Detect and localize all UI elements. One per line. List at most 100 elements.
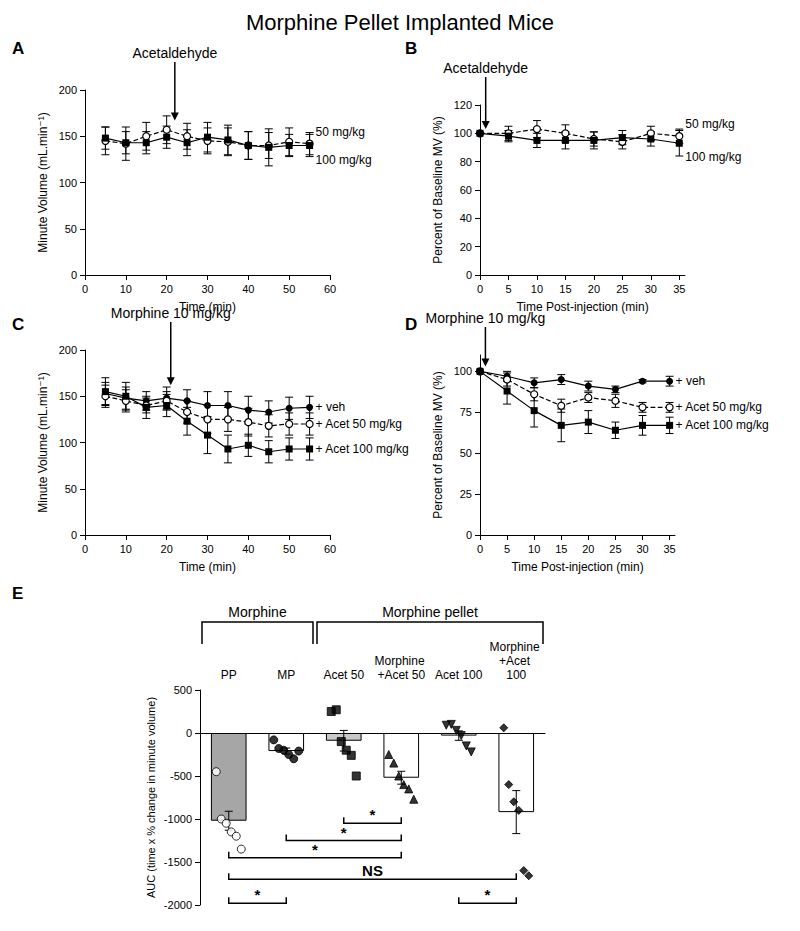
svg-text:Time Post-injection (min): Time Post-injection (min) bbox=[511, 560, 643, 574]
svg-text:Percent of Baseline MV (%): Percent of Baseline MV (%) bbox=[431, 371, 445, 518]
svg-text:Acet 50: Acet 50 bbox=[323, 668, 364, 682]
svg-text:20: 20 bbox=[161, 543, 173, 555]
svg-text:30: 30 bbox=[636, 543, 648, 555]
svg-text:30: 30 bbox=[201, 543, 213, 555]
svg-text:Acetaldehyde: Acetaldehyde bbox=[132, 45, 217, 61]
svg-text:-1000: -1000 bbox=[164, 813, 192, 825]
svg-text:50: 50 bbox=[65, 483, 77, 495]
svg-text:150: 150 bbox=[59, 390, 77, 402]
svg-text:+ Acet 100 mg/kg: + Acet 100 mg/kg bbox=[676, 418, 769, 432]
svg-text:A: A bbox=[12, 39, 24, 58]
svg-text:15: 15 bbox=[555, 543, 567, 555]
svg-text:Minute Volume (mL.min⁻¹): Minute Volume (mL.min⁻¹) bbox=[36, 112, 50, 252]
svg-text:Morphine Pellet Implanted Mice: Morphine Pellet Implanted Mice bbox=[246, 10, 554, 35]
svg-text:60: 60 bbox=[324, 283, 336, 295]
svg-text:25: 25 bbox=[616, 283, 628, 295]
svg-text:15: 15 bbox=[559, 283, 571, 295]
svg-text:PP: PP bbox=[221, 668, 237, 682]
svg-text:*: * bbox=[370, 806, 376, 823]
svg-text:50: 50 bbox=[283, 543, 295, 555]
svg-text:30: 30 bbox=[645, 283, 657, 295]
svg-text:10: 10 bbox=[531, 283, 543, 295]
svg-text:5: 5 bbox=[504, 543, 510, 555]
svg-text:25: 25 bbox=[609, 543, 621, 555]
svg-text:35: 35 bbox=[663, 543, 675, 555]
svg-text:50 mg/kg: 50 mg/kg bbox=[685, 117, 734, 131]
svg-text:*: * bbox=[312, 841, 318, 858]
svg-text:NS: NS bbox=[362, 862, 383, 879]
svg-text:-1500: -1500 bbox=[164, 856, 192, 868]
svg-text:75: 75 bbox=[460, 406, 472, 418]
svg-text:35: 35 bbox=[673, 283, 685, 295]
svg-text:0: 0 bbox=[71, 269, 77, 281]
svg-text:Morphine: Morphine bbox=[228, 604, 287, 620]
svg-text:20: 20 bbox=[161, 283, 173, 295]
svg-text:60: 60 bbox=[460, 184, 472, 196]
svg-text:30: 30 bbox=[201, 283, 213, 295]
svg-text:100: 100 bbox=[59, 437, 77, 449]
svg-text:E: E bbox=[12, 584, 23, 603]
svg-text:40: 40 bbox=[242, 283, 254, 295]
svg-text:0: 0 bbox=[82, 543, 88, 555]
svg-text:150: 150 bbox=[59, 130, 77, 142]
svg-text:Time Post-injection (min): Time Post-injection (min) bbox=[516, 300, 648, 314]
svg-text:25: 25 bbox=[460, 488, 472, 500]
svg-text:0: 0 bbox=[477, 543, 483, 555]
svg-text:+Acet 50: +Acet 50 bbox=[377, 668, 425, 682]
svg-text:*: * bbox=[341, 824, 347, 841]
svg-text:0: 0 bbox=[71, 529, 77, 541]
svg-text:20: 20 bbox=[460, 241, 472, 253]
svg-text:+ Acet 50 mg/kg: + Acet 50 mg/kg bbox=[676, 400, 762, 414]
svg-text:0: 0 bbox=[466, 269, 472, 281]
svg-text:50 mg/kg: 50 mg/kg bbox=[316, 125, 365, 139]
svg-text:C: C bbox=[12, 315, 24, 334]
svg-text:+Acet: +Acet bbox=[499, 654, 533, 668]
svg-text:Percent of Baseline MV (%): Percent of Baseline MV (%) bbox=[431, 116, 445, 263]
svg-text:0: 0 bbox=[477, 283, 483, 295]
svg-text:D: D bbox=[405, 315, 417, 334]
svg-text:*: * bbox=[255, 886, 261, 903]
svg-text:+ veh: + veh bbox=[676, 374, 706, 388]
svg-text:0: 0 bbox=[186, 727, 192, 739]
svg-text:500: 500 bbox=[174, 684, 192, 696]
svg-text:100: 100 bbox=[506, 668, 526, 682]
svg-text:Acet 100: Acet 100 bbox=[435, 668, 483, 682]
svg-text:50: 50 bbox=[283, 283, 295, 295]
svg-text:20: 20 bbox=[588, 283, 600, 295]
svg-text:AUC (time x % change in minute: AUC (time x % change in minute volume) bbox=[145, 697, 157, 898]
svg-text:50: 50 bbox=[460, 447, 472, 459]
svg-text:120: 120 bbox=[454, 99, 472, 111]
svg-text:100: 100 bbox=[454, 365, 472, 377]
svg-text:0: 0 bbox=[82, 283, 88, 295]
svg-text:Acetaldehyde: Acetaldehyde bbox=[443, 60, 528, 76]
svg-text:-2000: -2000 bbox=[164, 899, 192, 911]
svg-text:*: * bbox=[485, 886, 491, 903]
svg-text:0: 0 bbox=[466, 529, 472, 541]
svg-text:Minute Volume (mL.min⁻¹): Minute Volume (mL.min⁻¹) bbox=[36, 372, 50, 512]
svg-text:10: 10 bbox=[120, 543, 132, 555]
svg-text:Morphine pellet: Morphine pellet bbox=[382, 604, 478, 620]
svg-text:+ Acet 100 mg/kg: + Acet 100 mg/kg bbox=[316, 442, 409, 456]
svg-text:10: 10 bbox=[120, 283, 132, 295]
svg-text:50: 50 bbox=[65, 223, 77, 235]
svg-text:Time (min): Time (min) bbox=[179, 300, 236, 314]
svg-text:100 mg/kg: 100 mg/kg bbox=[316, 153, 372, 167]
svg-text:B: B bbox=[405, 39, 417, 58]
svg-text:-500: -500 bbox=[170, 770, 192, 782]
svg-text:40: 40 bbox=[242, 543, 254, 555]
svg-text:Time (min): Time (min) bbox=[179, 560, 236, 574]
svg-text:200: 200 bbox=[59, 84, 77, 96]
svg-text:60: 60 bbox=[324, 543, 336, 555]
svg-text:10: 10 bbox=[528, 543, 540, 555]
svg-text:+ veh: + veh bbox=[316, 400, 346, 414]
svg-text:+ Acet 50 mg/kg: + Acet 50 mg/kg bbox=[316, 417, 402, 431]
svg-text:20: 20 bbox=[582, 543, 594, 555]
svg-text:MP: MP bbox=[277, 668, 295, 682]
svg-text:5: 5 bbox=[505, 283, 511, 295]
svg-text:100: 100 bbox=[454, 127, 472, 139]
svg-text:Morphine: Morphine bbox=[375, 654, 428, 668]
svg-text:80: 80 bbox=[460, 156, 472, 168]
svg-text:200: 200 bbox=[59, 344, 77, 356]
svg-text:Morphine: Morphine bbox=[490, 640, 543, 654]
svg-text:40: 40 bbox=[460, 212, 472, 224]
